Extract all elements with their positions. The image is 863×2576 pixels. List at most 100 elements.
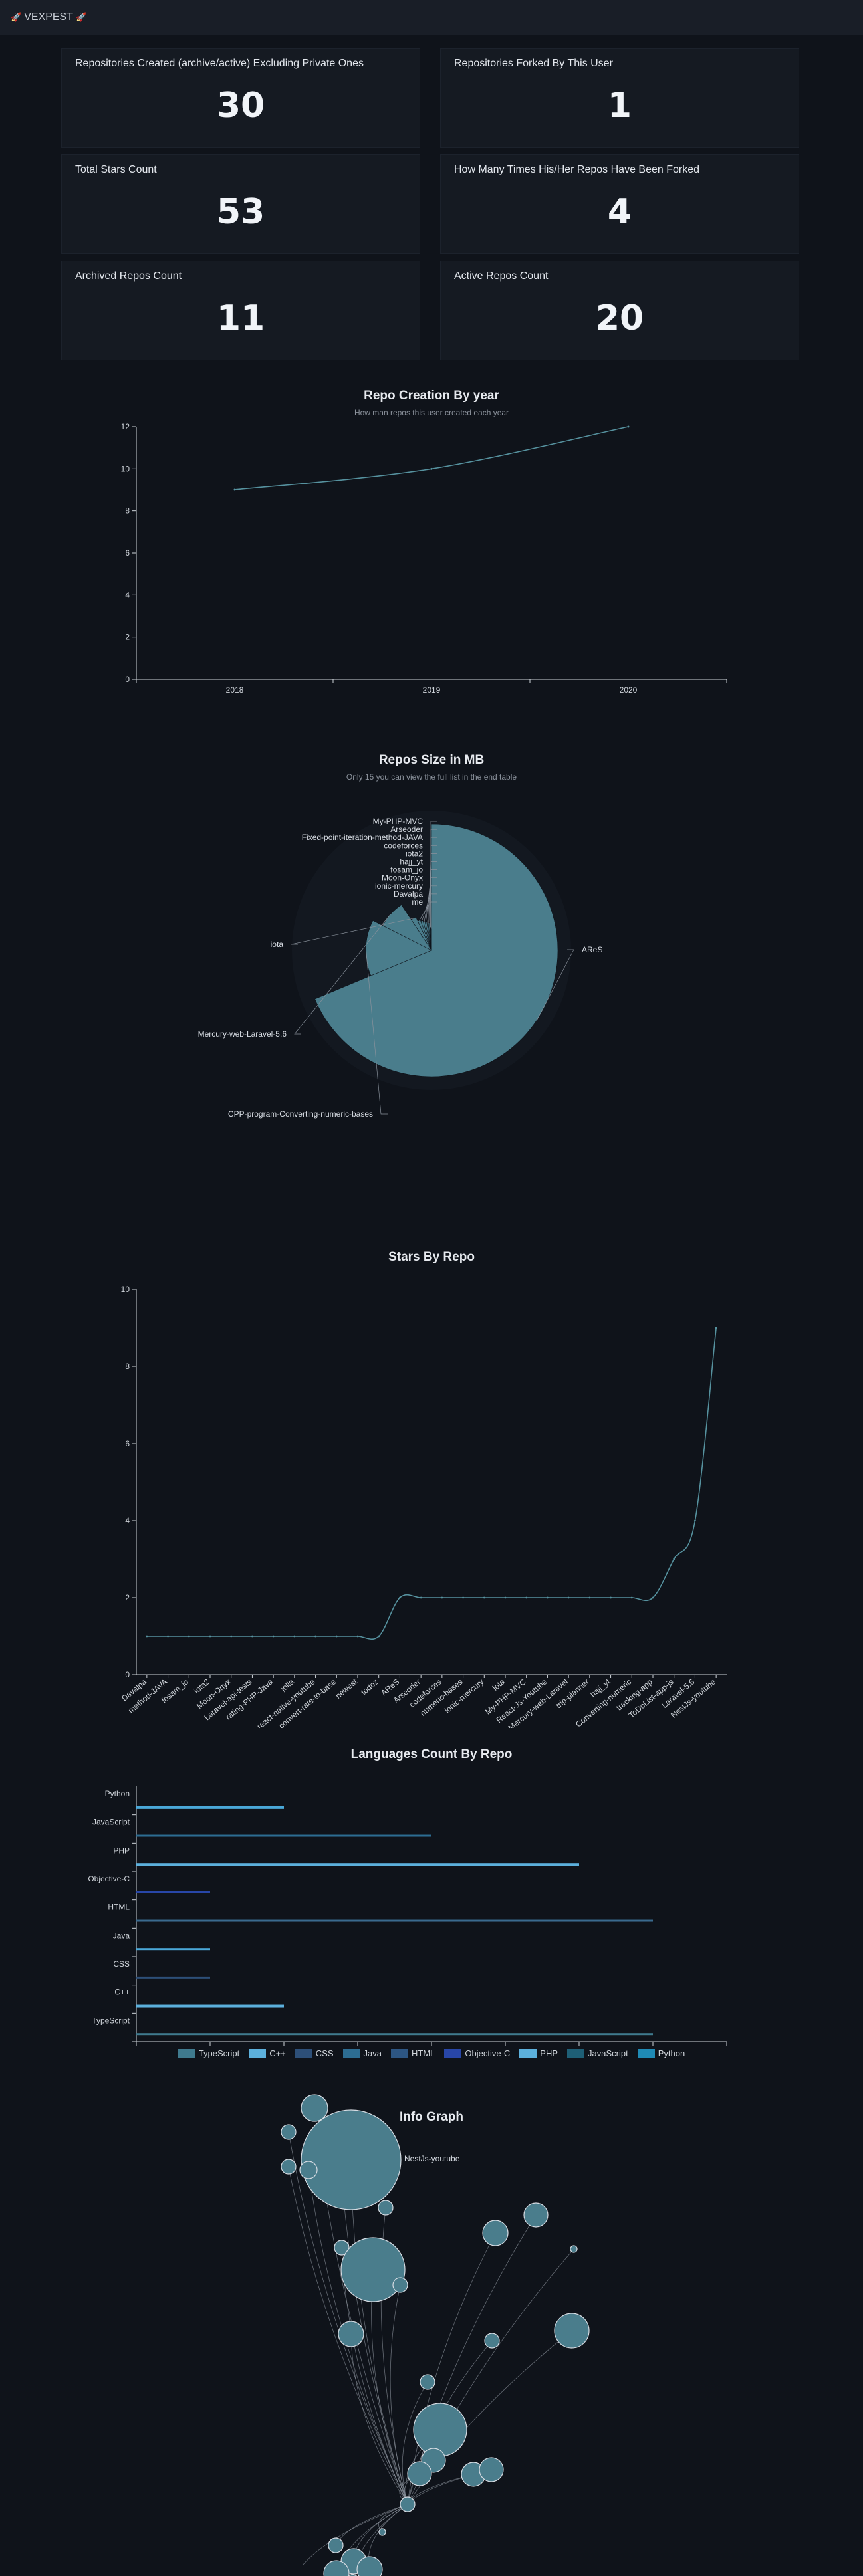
data-point — [630, 1596, 633, 1599]
legend-label: Python — [658, 2048, 685, 2058]
chart-title: Repos Size in MB — [378, 753, 485, 767]
pie-slice — [424, 921, 432, 951]
data-point — [230, 1635, 233, 1638]
graph-node — [378, 2200, 394, 2216]
pie-slice — [411, 916, 432, 951]
chart-title: Repo Creation By year — [364, 389, 499, 403]
stat-value: 1 — [607, 86, 632, 126]
slice-label: hajj_yt — [400, 857, 423, 867]
x-tick-label: newest — [334, 1677, 360, 1701]
graph-link — [288, 2131, 408, 2505]
legend-item[interactable]: Objective-C — [444, 2048, 510, 2058]
label-leader — [365, 948, 388, 1115]
legend-item[interactable]: TypeScript — [178, 2048, 239, 2058]
data-point — [378, 1635, 380, 1638]
bar — [136, 1976, 210, 1979]
slice-label: Fixed-point-iteration-method-JAVA — [302, 833, 423, 842]
data-point — [251, 1635, 253, 1638]
label-leader — [430, 821, 437, 929]
graph-node — [281, 2159, 297, 2175]
data-point — [233, 488, 236, 491]
stat-value: 11 — [216, 298, 265, 338]
data-point — [547, 1596, 549, 1599]
legend-swatch — [390, 2049, 408, 2058]
graph-node — [323, 2560, 350, 2576]
graph-link — [390, 2284, 408, 2505]
data-point — [441, 1596, 443, 1599]
graph-node — [334, 2240, 350, 2256]
brand-name: VEXPEST — [24, 11, 73, 23]
legend-item[interactable]: JavaScript — [567, 2048, 628, 2058]
legend-label: HTML — [411, 2048, 435, 2058]
graph-node — [281, 2124, 297, 2140]
chart-title: Languages Count By Repo — [350, 1747, 513, 1761]
graph-node — [420, 2374, 435, 2390]
data-point — [525, 1596, 528, 1599]
x-tick-label: 8 — [725, 2046, 729, 2047]
legend-label: TypeScript — [198, 2048, 240, 2058]
bar — [136, 1891, 210, 1893]
brand[interactable]: 🚀 VEXPEST 🚀 — [11, 11, 86, 23]
y-tick-label: 0 — [125, 1670, 130, 1679]
x-tick-label: 1 — [208, 2046, 213, 2047]
y-tick-label: TypeScript — [92, 2016, 130, 2025]
y-tick-label: Objective-C — [88, 1874, 130, 1883]
legend-item[interactable]: HTML — [390, 2048, 435, 2058]
data-point — [694, 1519, 696, 1522]
slice-label: Mercury-web-Laravel-5.6 — [198, 1029, 287, 1039]
stat-label: Total Stars Count — [75, 164, 157, 175]
chart-subtitle: How man repos this user created each yea… — [354, 408, 509, 417]
data-point — [146, 1635, 148, 1638]
y-tick-label: PHP — [113, 1846, 130, 1855]
legend-item[interactable]: C++ — [249, 2048, 286, 2058]
y-tick-label: C++ — [114, 1988, 130, 1997]
y-tick-label: CSS — [113, 1959, 130, 1969]
legend-item[interactable]: PHP — [519, 2048, 558, 2058]
legend-item[interactable]: Java — [342, 2048, 382, 2058]
legend-label: Java — [363, 2048, 382, 2058]
graph-node — [479, 2457, 504, 2482]
data-point — [187, 1635, 190, 1638]
stat-card: Total Stars Count 53 — [61, 154, 420, 254]
graph-node — [356, 2556, 383, 2576]
legend-label: Objective-C — [465, 2048, 511, 2058]
bar — [136, 1834, 432, 1837]
data-line — [146, 1327, 717, 1640]
graph-node — [484, 2333, 500, 2349]
x-tick-label: 7 — [651, 2046, 656, 2047]
y-tick-label: 12 — [121, 422, 130, 431]
x-tick-label: 2018 — [226, 685, 244, 695]
data-point — [314, 1635, 316, 1638]
x-tick-label: 2 — [282, 2046, 287, 2047]
graph-node — [328, 2537, 344, 2553]
data-point — [673, 1558, 676, 1560]
stat-value: 20 — [595, 298, 644, 338]
data-point — [504, 1596, 507, 1599]
y-tick-label: 2 — [125, 633, 130, 642]
legend-swatch — [178, 2049, 195, 2058]
y-tick-label: 4 — [125, 1516, 130, 1525]
slice-label: ionic-mercury — [375, 881, 423, 891]
slice-label: codeforces — [384, 841, 423, 850]
slice-label: CPP-program-Converting-numeric-bases — [228, 1109, 373, 1119]
legend-swatch — [249, 2049, 267, 2058]
graph-node — [340, 2237, 406, 2302]
legend-item[interactable]: Python — [637, 2048, 685, 2058]
bar — [136, 1806, 284, 1809]
graph-link — [288, 2166, 408, 2505]
data-point — [588, 1596, 591, 1599]
stat-label: Repositories Forked By This User — [454, 58, 613, 69]
stat-label: Repositories Created (archive/active) Ex… — [75, 58, 364, 69]
graph-node — [301, 2109, 402, 2210]
chart-legend: TypeScript C++ CSS Java HTML Objective-C PHP Ja… — [0, 2048, 863, 2058]
graph-node — [570, 2245, 578, 2253]
stat-label: How Many Times His/Her Repos Have Been F… — [454, 164, 700, 175]
chart-title: Stars By Repo — [388, 1250, 475, 1264]
y-tick-label: 8 — [125, 506, 130, 516]
legend-item[interactable]: CSS — [295, 2048, 334, 2058]
data-point — [715, 1327, 717, 1329]
data-point — [610, 1596, 612, 1599]
slice-label: me — [412, 897, 423, 907]
y-tick-label: JavaScript — [92, 1818, 130, 1827]
